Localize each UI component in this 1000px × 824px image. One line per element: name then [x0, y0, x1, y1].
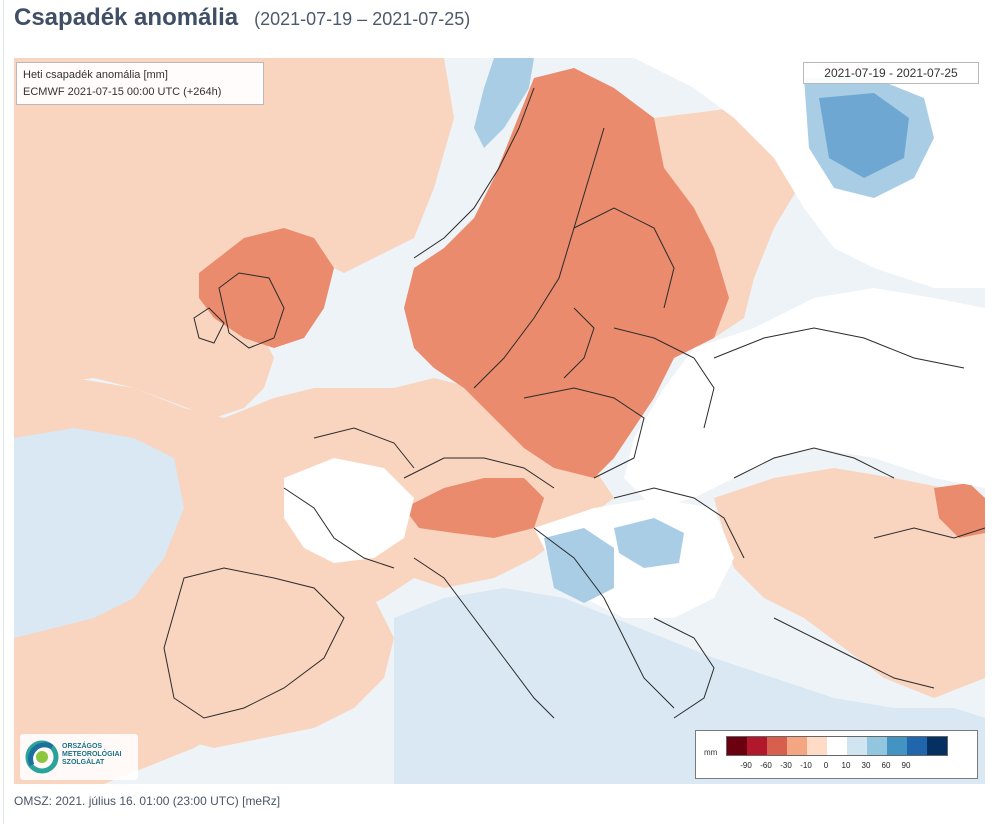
legend-swatch-8 [887, 737, 907, 755]
legend-swatch-1 [747, 737, 767, 755]
legend-swatch-7 [867, 737, 887, 755]
wet-strong-anomaly-greenland-core [819, 93, 909, 178]
legend-swatch-6 [847, 737, 867, 755]
dry-light-anomaly-iberia [154, 568, 394, 748]
logo-line-3: SZOLGÁLAT [62, 759, 105, 766]
legend-tick-1: -60 [760, 761, 772, 770]
wet-medium-anomaly-hungary [614, 518, 684, 568]
dry-strong-anomaly-alps [404, 478, 544, 538]
logo-line-2: METEOROLÓGIAI [62, 751, 122, 758]
legend-swatch-9 [907, 737, 927, 755]
date-range-subtitle: (2021-07-19 – 2021-07-25) [254, 9, 471, 29]
dry-strong-anomaly-british-isles [199, 228, 334, 348]
legend-tick-2: -30 [780, 761, 792, 770]
legend-swatch-0 [727, 737, 747, 755]
legend-swatch-4 [807, 737, 827, 755]
dry-strong-anomaly-caucasus [934, 483, 985, 538]
neutral-area-france [284, 458, 414, 563]
info-line-product: Heti csapadék anomália [mm] [23, 69, 168, 81]
legend-swatch-3 [787, 737, 807, 755]
legend-tick-0: -90 [740, 761, 752, 770]
map-canvas [14, 58, 985, 784]
dry-light-anomaly-southeast [714, 468, 985, 698]
page-footer: OMSZ: 2021. július 16. 01:00 (23:00 UTC)… [14, 794, 281, 808]
legend-unit: mm [704, 748, 718, 757]
color-legend: mm -90 -60 -30 -10 0 10 30 60 90 [695, 730, 978, 779]
valid-dates-box: 2021-07-19 - 2021-07-25 [803, 62, 979, 84]
logo-line-1: ORSZÁGOS [62, 743, 103, 750]
wet-medium-anomaly-norway-coast [474, 58, 534, 148]
legend-tick-3: -10 [800, 761, 812, 770]
legend-tick-6: 30 [861, 761, 871, 770]
legend-swatch-2 [767, 737, 787, 755]
legend-tick-4: 0 [823, 761, 829, 770]
omsz-logo-icon [25, 740, 59, 774]
country-borders [163, 87, 985, 719]
dry-light-anomaly-west [14, 58, 454, 418]
legend-swatch-bar [726, 736, 948, 756]
page-left-rule [3, 0, 4, 824]
legend-tick-7: 60 [881, 761, 891, 770]
page-title: Csapadék anomália [14, 4, 239, 31]
dry-strong-anomaly-scandinavia [404, 68, 729, 478]
precipitation-anomaly-map [14, 58, 985, 784]
legend-swatch-5 [827, 737, 847, 755]
omsz-logo: ORSZÁGOS METEOROLÓGIAI SZOLGÁLAT [20, 734, 138, 780]
map-info-box: Heti csapadék anomália [mm] ECMWF 2021-0… [16, 62, 264, 105]
legend-tick-5: 10 [841, 761, 851, 770]
legend-tick-labels: -90 -60 -30 -10 0 10 30 60 90 [726, 761, 966, 775]
legend-tick-8: 90 [901, 761, 911, 770]
wet-light-anomaly-atlantic [14, 428, 184, 638]
legend-swatch-10 [927, 737, 947, 755]
neutral-area-east [624, 288, 985, 508]
omsz-logo-text: ORSZÁGOS METEOROLÓGIAI SZOLGÁLAT [62, 743, 122, 767]
page-header: Csapadék anomália (2021-07-19 – 2021-07-… [14, 4, 470, 38]
dry-light-anomaly-turkey [854, 518, 985, 618]
info-line-model-run: ECMWF 2021-07-15 00:00 UTC (+264h) [23, 86, 222, 98]
